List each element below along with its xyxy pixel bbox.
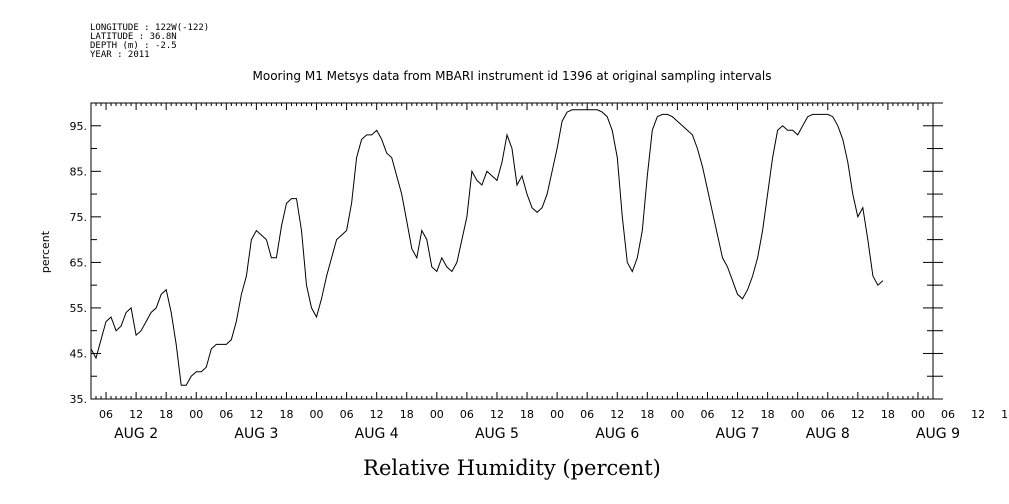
y-tick-label: 45. xyxy=(70,347,88,360)
x-tick-label: 06 xyxy=(941,408,955,421)
axis-ticks xyxy=(90,102,943,400)
x-tick-label: 18 xyxy=(400,408,414,421)
x-tick-label: 06 xyxy=(580,408,594,421)
x-tick-label: 00 xyxy=(550,408,564,421)
x-tick-label: 00 xyxy=(310,408,324,421)
x-tick-label: 18 xyxy=(1001,408,1009,421)
series-line-humidity xyxy=(90,109,884,386)
x-tick-label: 12 xyxy=(490,408,504,421)
x-tick-label: 18 xyxy=(159,408,173,421)
day-label: AUG 5 xyxy=(475,426,519,442)
y-axis-label: percent xyxy=(39,230,52,273)
year-text: YEAR : 2011 xyxy=(90,50,150,60)
chart-title: Mooring M1 Metsys data from MBARI instru… xyxy=(253,69,772,83)
y-tick-labels: 35. 45. 55. 65. 75. 85. 95. xyxy=(70,120,88,406)
day-label: AUG 2 xyxy=(114,426,158,442)
x-tick-label: 06 xyxy=(99,408,113,421)
day-label: AUG 6 xyxy=(595,426,639,442)
x-tick-label: 18 xyxy=(881,408,895,421)
x-tick-label: 12 xyxy=(370,408,384,421)
latitude-text: LATITUDE : 36.8N xyxy=(90,32,177,42)
day-label: AUG 7 xyxy=(716,426,760,442)
x-tick-label: 12 xyxy=(851,408,865,421)
x-tick-label: 12 xyxy=(731,408,745,421)
x-tick-label: 12 xyxy=(249,408,263,421)
x-tick-label: 00 xyxy=(791,408,805,421)
x-tick-label: 18 xyxy=(761,408,775,421)
x-tick-label: 00 xyxy=(670,408,684,421)
x-tick-label: 18 xyxy=(520,408,534,421)
x-tick-label: 18 xyxy=(640,408,654,421)
x-tick-label: 06 xyxy=(340,408,354,421)
y-tick-label: 55. xyxy=(70,302,88,315)
x-tick-label: 00 xyxy=(430,408,444,421)
day-label: AUG 8 xyxy=(806,426,850,442)
x-axis-label: Relative Humidity (percent) xyxy=(363,456,661,480)
x-tick-label: 06 xyxy=(219,408,233,421)
x-tick-label: 06 xyxy=(821,408,835,421)
y-tick-label: 35. xyxy=(70,393,88,406)
x-tick-label: 06 xyxy=(460,408,474,421)
y-tick-label: 75. xyxy=(70,211,88,224)
x-tick-label: 06 xyxy=(700,408,714,421)
x-tick-label: 12 xyxy=(129,408,143,421)
longitude-text: LONGITUDE : 122W(-122) xyxy=(90,23,209,33)
day-label: AUG 9 xyxy=(916,426,960,442)
metadata-block: LONGITUDE : 122W(-122) LATITUDE : 36.8N … xyxy=(90,23,209,60)
day-labels: AUG 2 AUG 3 AUG 4 AUG 5 AUG 6 AUG 7 AUG 8 AUG 9 xyxy=(114,426,960,442)
x-tick-label: 00 xyxy=(189,408,203,421)
y-tick-label: 95. xyxy=(70,120,88,133)
depth-text: DEPTH (m) : -2.5 xyxy=(90,41,177,51)
x-tick-label: 12 xyxy=(610,408,624,421)
x-tick-label: 00 xyxy=(911,408,925,421)
x-tick-label: 12 xyxy=(971,408,985,421)
y-tick-label: 85. xyxy=(70,165,88,178)
y-tick-label: 65. xyxy=(70,256,88,269)
x-tick-label: 18 xyxy=(279,408,293,421)
day-label: AUG 4 xyxy=(355,426,399,442)
day-label: AUG 3 xyxy=(234,426,278,442)
x-tick-labels: 06 12 18 00 06 12 18 00 06 12 18 00 06 12 18 00 06 12 18 00… xyxy=(99,408,1009,421)
